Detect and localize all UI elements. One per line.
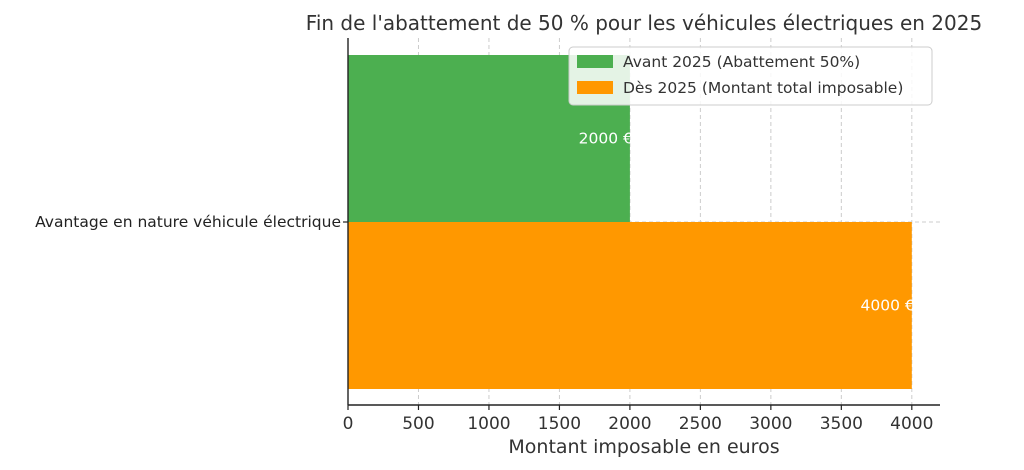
bar-series-1 [348,222,912,389]
x-tick-label-8: 4000 [890,414,933,434]
legend-swatch-0 [577,55,613,68]
x-tick-label-5: 2500 [679,414,722,434]
legend-box [568,46,933,106]
y-tick-label-0: Avantage en nature véhicule électrique [35,213,341,231]
x-tick-label-7: 3500 [820,414,863,434]
x-tick-label-0: 0 [343,414,354,434]
chart-title: Fin de l'abattement de 50 % pour les véh… [306,11,982,35]
x-tick-label-2: 1000 [467,414,510,434]
legend-label-0: Avant 2025 (Abattement 50%) [623,53,860,71]
data-label-series-0: 2000 € [579,130,633,148]
x-tick-label-4: 2000 [608,414,651,434]
legend-swatch-1 [577,81,613,94]
x-tick-label-6: 3000 [749,414,792,434]
legend-label-1: Dès 2025 (Montant total imposable) [623,79,903,97]
x-tick-label-1: 500 [402,414,434,434]
x-tick-label-3: 1500 [538,414,581,434]
axes: 0 500 1000 1500 2000 2500 3000 3500 4000 Avantage… [35,38,940,434]
data-label-series-1: 4000 € [861,297,915,315]
x-axis-label: Montant imposable en euros [508,436,779,458]
legend: Avant 2025 (Abattement 50%) Dès 2025 (Mon… [568,46,933,106]
